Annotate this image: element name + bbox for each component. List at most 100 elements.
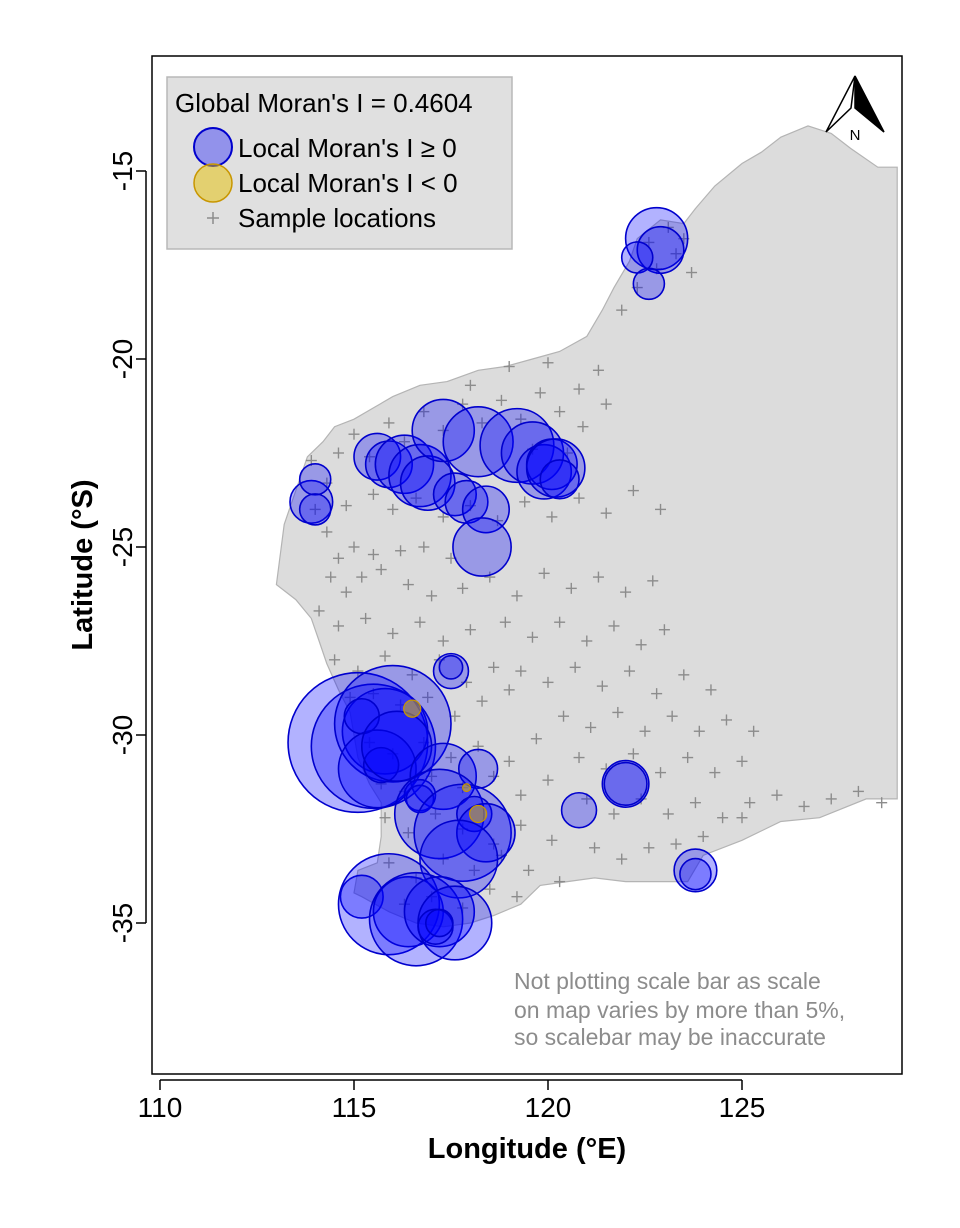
north-arrow-label: N xyxy=(850,127,861,144)
sample-location-marker xyxy=(554,876,566,888)
sample-location-marker xyxy=(798,800,810,812)
sample-location-marker xyxy=(736,755,748,767)
sample-location-marker xyxy=(332,552,344,564)
sample-location-marker xyxy=(709,767,721,779)
sample-location-marker xyxy=(565,582,577,594)
legend-positive-symbol xyxy=(193,127,233,167)
sample-location-marker xyxy=(410,492,422,504)
negative-local-moran-circle xyxy=(403,699,422,718)
land-layer xyxy=(275,125,898,928)
positive-local-moran-circle xyxy=(403,875,476,948)
sample-location-marker xyxy=(437,424,449,436)
sample-location-marker xyxy=(387,503,399,515)
positive-local-moran-circle xyxy=(539,459,580,500)
sample-location-marker xyxy=(422,691,434,703)
sample-location-marker xyxy=(325,571,337,583)
sample-location-marker xyxy=(596,680,608,692)
local-moran-circles-layer xyxy=(287,206,718,967)
legend: Global Moran's I = 0.4604 Local Moran's … xyxy=(166,76,513,250)
sample-location-marker xyxy=(379,650,391,662)
sample-location-marker xyxy=(367,488,379,500)
plot-frame xyxy=(151,55,903,1075)
sample-location-marker xyxy=(717,812,729,824)
negative-local-moran-circle xyxy=(469,804,488,824)
sample-location-marker xyxy=(344,691,356,703)
sample-location-marker xyxy=(464,379,476,391)
legend-negative-symbol xyxy=(193,163,233,203)
sample-location-marker xyxy=(418,406,430,418)
x-tick-label: 125 xyxy=(719,1092,766,1123)
scale-bar-note: Not plotting scale bar as scale on map v… xyxy=(514,968,845,1050)
sample-location-marker xyxy=(682,752,694,764)
sample-location-marker xyxy=(748,725,760,737)
note-line-2: on map varies by more than 5%, xyxy=(514,997,845,1023)
sample-location-marker xyxy=(332,447,344,459)
sample-location-marker xyxy=(429,808,441,820)
sample-location-marker xyxy=(495,394,507,406)
sample-location-marker xyxy=(876,797,888,809)
sample-location-marker xyxy=(592,364,604,376)
x-tick-label: 110 xyxy=(138,1092,183,1123)
sample-location-marker xyxy=(627,485,639,497)
sample-location-marker xyxy=(608,808,620,820)
sample-location-marker xyxy=(581,635,593,647)
sample-location-marker xyxy=(499,616,511,628)
sample-location-marker xyxy=(402,827,414,839)
sample-location-marker xyxy=(825,793,837,805)
sample-location-marker xyxy=(693,725,705,737)
sample-location-marker xyxy=(476,695,488,707)
y-tick-label: -20 xyxy=(107,339,138,379)
sample-location-marker xyxy=(670,838,682,850)
sample-location-marker xyxy=(464,624,476,636)
sample-location-marker xyxy=(662,808,674,820)
sample-location-marker xyxy=(577,421,589,433)
sample-location-marker xyxy=(309,503,321,515)
sample-location-marker xyxy=(542,676,554,688)
sample-location-marker xyxy=(476,417,488,429)
legend-positive-label: Local Moran's I ≥ 0 xyxy=(238,133,457,163)
sample-location-marker xyxy=(379,812,391,824)
sample-location-marker xyxy=(678,669,690,681)
sample-location-marker xyxy=(426,891,438,903)
note-line-1: Not plotting scale bar as scale xyxy=(514,968,821,994)
sample-location-marker xyxy=(340,586,352,598)
positive-local-moran-circle xyxy=(409,742,478,811)
positive-local-moran-circle xyxy=(461,485,511,534)
sample-location-marker xyxy=(488,661,500,673)
sample-location-marker xyxy=(457,582,469,594)
sample-location-marker xyxy=(515,789,527,801)
sample-location-marker xyxy=(635,639,647,651)
sample-location-marker xyxy=(387,627,399,639)
north-arrow-left-half xyxy=(825,75,856,133)
positive-local-moran-circle xyxy=(601,759,650,808)
sample-location-marker xyxy=(503,755,515,767)
sample-location-marker xyxy=(585,721,597,733)
sample-location-marker xyxy=(503,684,515,696)
sample-location-marker xyxy=(484,571,496,583)
sample-location-marker xyxy=(515,413,527,425)
north-arrow-right-half xyxy=(854,75,885,133)
sample-location-marker xyxy=(383,857,395,869)
x-tick-label: 115 xyxy=(332,1092,377,1123)
sample-location-marker xyxy=(364,451,376,463)
legend-sample-label: Sample locations xyxy=(238,203,436,233)
sample-location-marker xyxy=(689,797,701,809)
sample-location-marker xyxy=(530,733,542,745)
sample-location-marker xyxy=(468,864,480,876)
positive-local-moran-circle xyxy=(560,791,598,829)
note-line-3: so scalebar may be inaccurate xyxy=(514,1024,826,1050)
positive-local-moran-circle xyxy=(362,746,400,784)
sample-location-marker xyxy=(329,654,341,666)
sample-location-marker xyxy=(736,812,748,824)
sample-location-marker xyxy=(395,545,407,557)
positive-local-moran-circle xyxy=(438,654,464,680)
sample-location-marker xyxy=(592,571,604,583)
sample-location-marker xyxy=(387,748,399,760)
sample-location-marker xyxy=(546,511,558,523)
sample-location-marker xyxy=(639,725,651,737)
sample-location-marker xyxy=(332,620,344,632)
sample-location-marker xyxy=(348,541,360,553)
sample-location-marker xyxy=(414,616,426,628)
land-polygon xyxy=(275,125,898,928)
positive-local-moran-circle xyxy=(298,463,332,496)
